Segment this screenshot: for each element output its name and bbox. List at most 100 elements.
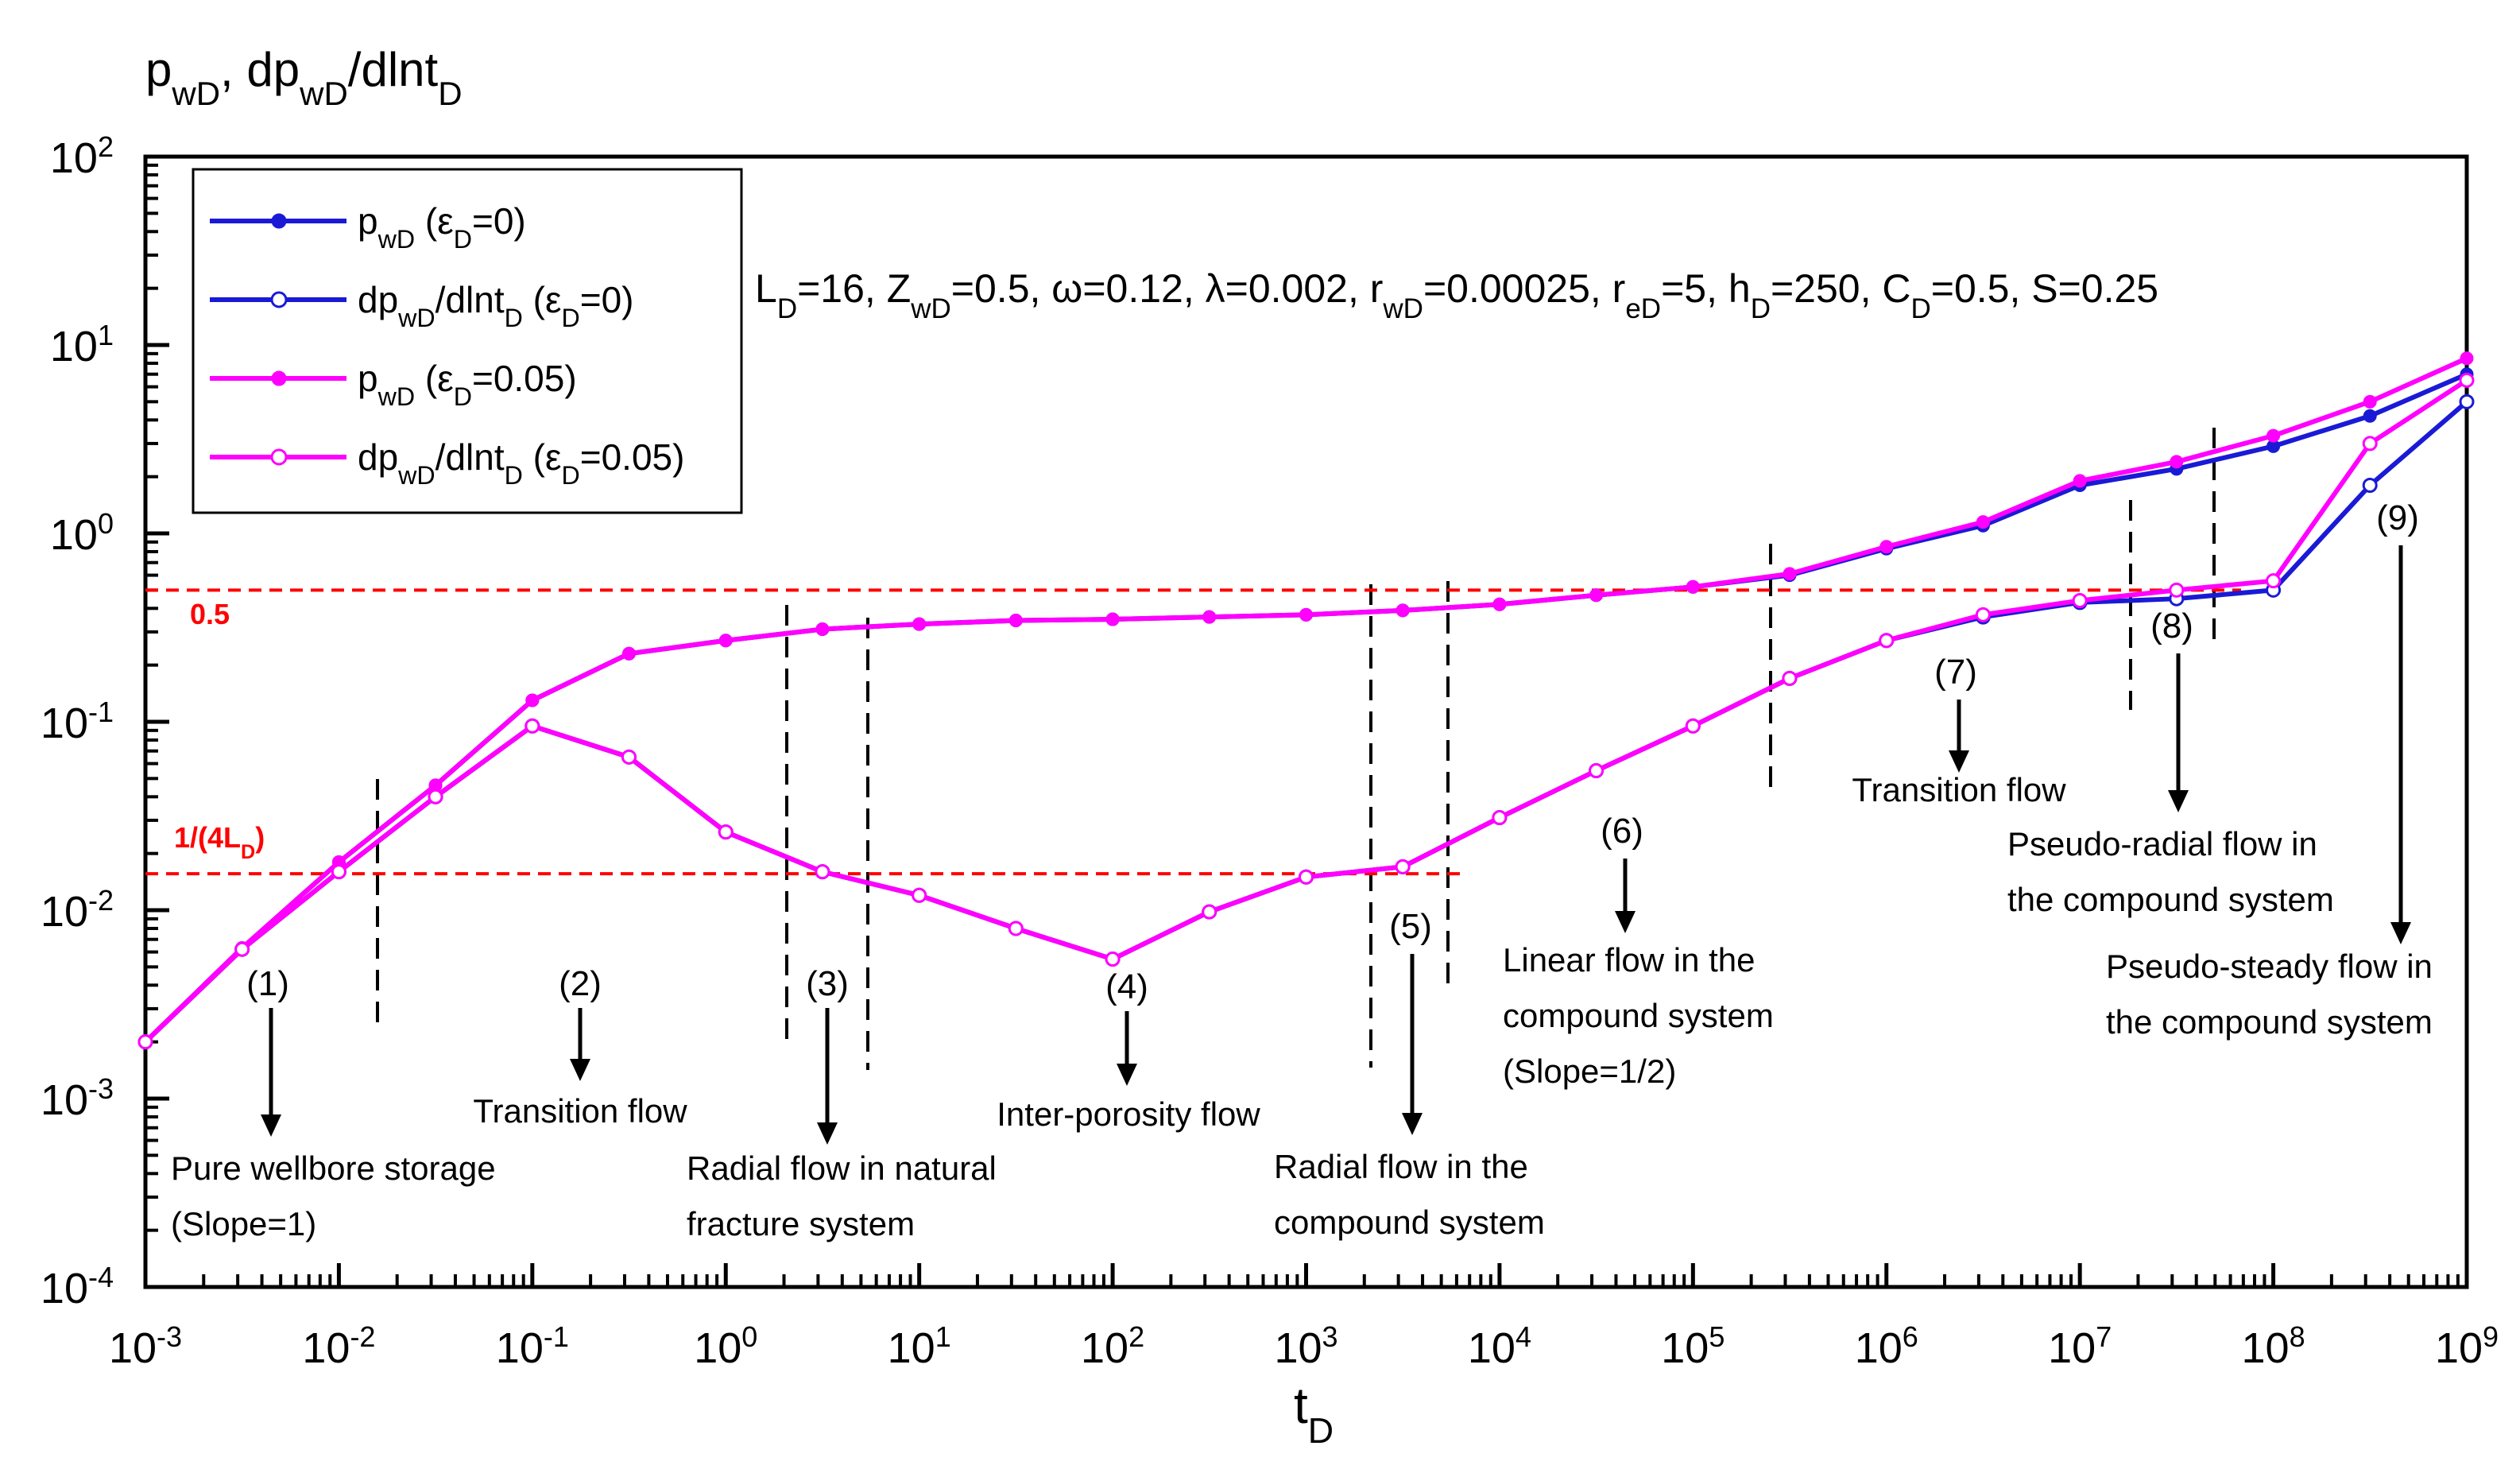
x-axis-title-part: D (1308, 1411, 1334, 1451)
tick-label: 109 (2435, 1320, 2499, 1373)
parameters-text-part: eD (1625, 293, 1661, 324)
reference-label-part: ) (255, 821, 265, 854)
legend-label-part: =0) (472, 200, 526, 242)
legend-label-part: p (358, 358, 378, 399)
data-point (1685, 718, 1701, 734)
data-point (718, 634, 733, 648)
data-point (525, 718, 540, 734)
regime-number: (4) (1105, 967, 1148, 1006)
regime-description: fracture system (687, 1205, 915, 1242)
tick-base: 10 (2242, 1324, 2290, 1372)
tick-label: 10-3 (41, 1072, 114, 1125)
regime-boundaries (376, 428, 2216, 1070)
data-point (621, 646, 636, 661)
parameters-text-part: =0.5, ω=0.12, λ=0.002, r (951, 266, 1384, 311)
tick-power: 2 (98, 130, 114, 163)
parameters-text: LD=16, ZwD=0.5, ω=0.12, λ=0.002, rwD=0.0… (755, 266, 2158, 324)
tick-base: 10 (50, 511, 98, 559)
data-point (1395, 603, 1410, 618)
tick-power: -1 (544, 1320, 569, 1353)
data-point (1686, 580, 1700, 594)
legend-label-part: wD (397, 461, 435, 490)
tick-power: 7 (2096, 1320, 2112, 1353)
legend-label: pwD (εD=0) (358, 200, 526, 254)
tick-base: 10 (1855, 1324, 1903, 1372)
legend-label-part: dp (358, 279, 398, 320)
data-point (1008, 614, 1023, 628)
tick-power: -2 (350, 1320, 375, 1353)
tick-label: 101 (50, 319, 114, 371)
tick-label: 100 (694, 1320, 757, 1373)
parameters-text-part: D (1751, 293, 1771, 324)
tick-base: 10 (1468, 1324, 1515, 1372)
arrow-head (261, 1114, 281, 1137)
legend-label-part: (ε (523, 436, 562, 478)
legend-label-part: (ε (523, 279, 562, 320)
data-point (2169, 582, 2185, 598)
regime-description: Linear flow in the (1503, 941, 1755, 979)
regime-description: Pseudo-steady flow in (2106, 948, 2433, 985)
reference-label: 0.5 (190, 598, 230, 630)
data-point (912, 887, 927, 903)
regime-description: Pure wellbore storage (171, 1149, 496, 1187)
parameters-text-part: =16, Z (797, 266, 911, 311)
parameters-text-part: =0.00025, r (1423, 266, 1625, 311)
data-point (2362, 478, 2378, 494)
tick-label: 10-4 (41, 1261, 114, 1313)
legend-label-part: D (454, 382, 472, 411)
legend-label-part: D (561, 304, 579, 332)
y-axis-title-part: , dp (220, 43, 300, 96)
tick-power: 1 (935, 1320, 951, 1353)
tick-power: -3 (157, 1320, 182, 1353)
tick-power: 9 (2483, 1320, 2499, 1353)
parameters-text-part: D (777, 293, 797, 324)
y-axis-title-part: D (438, 75, 462, 112)
data-point (1492, 597, 1507, 611)
regime-number: (8) (2150, 607, 2193, 645)
parameters-text-part: wD (910, 293, 951, 324)
tick-power: 3 (1322, 1320, 1338, 1353)
x-axis-title: tD (1294, 1377, 1334, 1451)
tick-power: -4 (88, 1261, 114, 1293)
legend-label-part: /dlnt (435, 279, 505, 320)
data-point (1782, 670, 1798, 686)
tick-label: 107 (2048, 1320, 2112, 1373)
parameters-text-part: L (755, 266, 777, 311)
data-point (1105, 612, 1120, 626)
reference-label-part: 0.5 (190, 598, 230, 630)
data-point (1879, 633, 1895, 649)
regime-description: (Slope=1/2) (1503, 1052, 1676, 1090)
regime-number: (9) (2376, 498, 2419, 537)
tick-power: 6 (1903, 1320, 1918, 1353)
legend-label-part: wD (377, 382, 416, 411)
arrow-head (1402, 1113, 1423, 1135)
parameters-text-part: =0.5, S=0.25 (1931, 266, 2158, 311)
legend-label-part: =0.05) (580, 436, 685, 478)
tick-label: 10-2 (302, 1320, 375, 1373)
legend-label-part: dp (358, 436, 398, 478)
regime-number: (1) (246, 964, 289, 1003)
parameters-text-part: wD (1382, 293, 1423, 324)
tick-base: 10 (41, 888, 88, 936)
tick-base: 10 (109, 1324, 157, 1372)
tick-base: 10 (1274, 1324, 1322, 1372)
tick-base: 10 (694, 1324, 741, 1372)
arrow-head (2168, 790, 2189, 812)
tick-power: -3 (88, 1072, 114, 1105)
tick-power: 2 (1128, 1320, 1144, 1353)
data-point (2266, 428, 2281, 443)
tick-power: 4 (1515, 1320, 1531, 1353)
tick-label: 102 (1081, 1320, 1144, 1373)
regime-description: Pseudo-radial flow in (2007, 825, 2317, 862)
tick-label: 10-1 (41, 696, 114, 748)
y-axis-title-part: /dlnt (348, 43, 439, 96)
y-axis-title-part: p (145, 43, 172, 96)
reference-label-part: D (241, 841, 255, 863)
regime-description: Radial flow in the (1274, 1148, 1528, 1185)
tick-power: 0 (98, 507, 114, 540)
arrow-head (1117, 1064, 1137, 1086)
legend-label-part: D (505, 461, 523, 490)
tick-base: 10 (50, 134, 98, 182)
data-point (1105, 952, 1121, 967)
